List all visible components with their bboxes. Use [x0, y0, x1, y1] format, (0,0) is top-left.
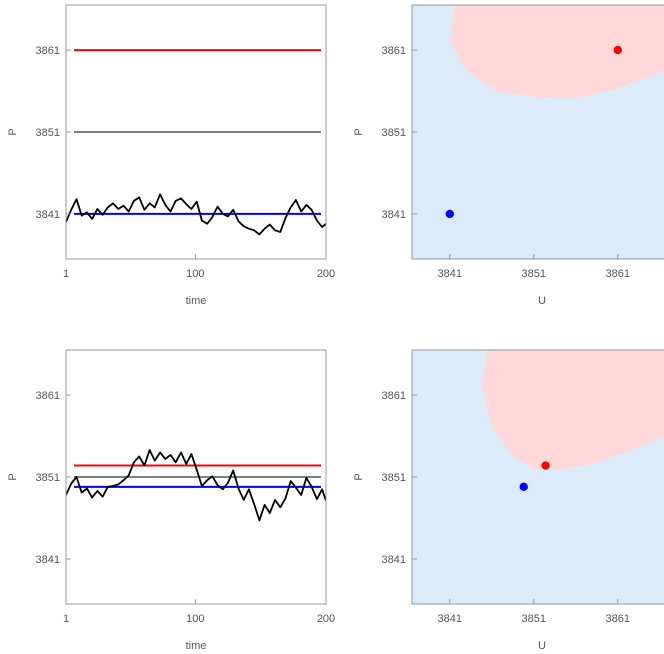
plot-area-bottom-left: [66, 449, 326, 522]
y-tick-label: 3861: [382, 390, 406, 402]
x-axis-label: time: [186, 640, 207, 652]
series-line: [66, 193, 326, 236]
y-tick-label: 3861: [36, 390, 60, 402]
x-axis-label: U: [538, 640, 546, 652]
y-tick-label: 3841: [382, 209, 406, 221]
y-axis-label: P: [7, 473, 19, 480]
series-line: [66, 449, 326, 522]
y-tick-label: 3841: [36, 209, 60, 221]
plot-area-top-right: [412, 5, 664, 259]
x-tick-label: 100: [186, 613, 204, 625]
y-tick-label: 3851: [382, 472, 406, 484]
data-point-red: [541, 461, 550, 470]
x-tick-label: 3851: [522, 268, 546, 280]
y-tick-label: 3841: [36, 554, 60, 566]
upper-region: [481, 350, 664, 470]
plot-area-bottom-right: [412, 350, 664, 604]
y-axis-label: P: [353, 473, 365, 480]
x-tick-label: 3851: [522, 613, 546, 625]
y-tick-label: 3851: [36, 127, 60, 139]
x-tick-label: 100: [186, 268, 204, 280]
x-axis-label: time: [186, 295, 207, 307]
y-tick-label: 3851: [36, 472, 60, 484]
y-tick-label: 3861: [382, 45, 406, 57]
x-tick-label: 3841: [438, 613, 462, 625]
data-point-red: [613, 45, 622, 55]
x-tick-label: 3841: [438, 268, 462, 280]
x-tick-label: 1: [63, 613, 69, 625]
y-tick-label: 3841: [382, 554, 406, 566]
upper-region: [449, 5, 664, 98]
y-axis-label: P: [7, 128, 19, 135]
panel-top-right: 3841 3851 3861 3841 3851 3861 P U: [353, 4, 664, 307]
y-tick-label: 3851: [382, 127, 406, 139]
panel-bottom-right: 3841 3851 3861 3841 3851 3861 P U: [353, 349, 664, 652]
plot-area-top-left: [66, 49, 326, 236]
y-tick-label: 3861: [36, 45, 60, 57]
x-axis-label: U: [538, 295, 546, 307]
data-point-blue: [445, 209, 454, 219]
x-tick-label: 3861: [606, 613, 630, 625]
y-axis-label: P: [353, 128, 365, 135]
x-tick-label: 3861: [606, 268, 630, 280]
x-tick-label: 1: [63, 268, 69, 280]
x-tick-label: 200: [317, 268, 335, 280]
data-point-blue: [519, 482, 528, 492]
x-tick-label: 200: [317, 613, 335, 625]
